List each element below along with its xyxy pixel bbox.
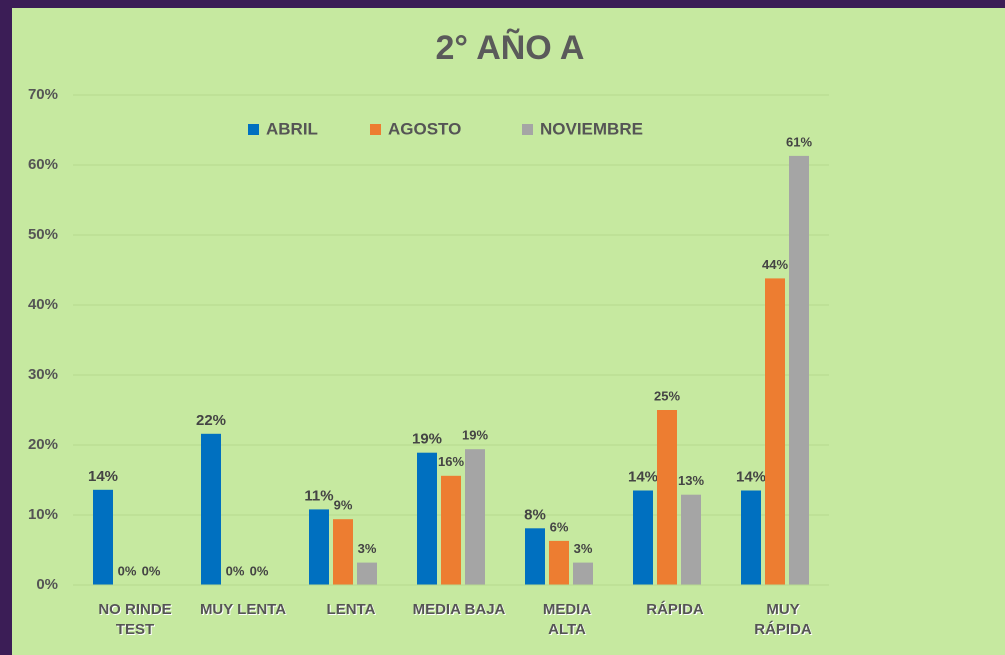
bar [333,519,353,585]
bar [789,155,809,585]
bar [441,475,461,585]
legend-label: AGOSTO [388,119,461,138]
bar [549,540,569,585]
data-label: 16% [438,454,464,469]
data-label: 11% [304,487,333,504]
bar [573,562,593,585]
legend-swatch [522,124,533,135]
bar [741,490,761,585]
bar [357,562,377,585]
data-label: 9% [334,498,353,513]
x-tick-label: LENTA [326,601,376,618]
data-label: 6% [550,519,569,534]
data-label: 3% [358,541,377,556]
bar [309,509,329,585]
data-label: 0% [250,563,269,578]
y-tick-label: 50% [28,226,58,243]
y-tick-label: 60% [28,156,58,173]
data-label: 19% [462,428,488,443]
data-label: 19% [412,431,442,448]
x-tick-label: RÁPIDA [646,601,704,618]
data-label: 8% [524,506,546,523]
y-tick-label: 70% [28,86,58,103]
data-label: 13% [678,473,704,488]
data-label: 0% [226,563,245,578]
bar [93,489,113,585]
y-tick-label: 30% [28,366,58,383]
chart-panel [12,8,1005,655]
y-tick-label: 20% [28,436,58,453]
data-label: 0% [118,563,137,578]
bar [765,278,785,585]
y-tick-label: 0% [36,576,58,593]
data-label: 14% [736,468,766,485]
legend-label: NOVIEMBRE [540,119,643,138]
data-label: 22% [196,412,226,429]
bar [465,449,485,585]
y-tick-label: 10% [28,506,58,523]
x-tick-label: MUY LENTA [199,601,287,618]
data-label: 44% [762,257,788,272]
bar [525,528,545,585]
bar [657,410,677,585]
data-label: 3% [574,541,593,556]
data-label: 25% [654,388,680,403]
x-tick-label: MEDIA BAJA [412,601,506,618]
data-label: 14% [628,468,658,485]
bar [633,490,653,585]
x-tick-label: MEDIA ALTA [542,601,592,638]
data-label: 0% [142,563,161,578]
y-tick-label: 40% [28,296,58,313]
bar [201,433,221,585]
legend-swatch [248,124,259,135]
data-label: 14% [88,468,118,485]
data-label: 61% [786,134,812,149]
legend-swatch [370,124,381,135]
legend-label: ABRIL [266,119,318,138]
x-tick-label: MUY RÁPIDA [754,601,812,638]
bar [681,494,701,585]
chart-title: 2° AÑO A [436,29,585,67]
bar [417,452,437,585]
x-tick-label: NO RINDE TEST [98,601,172,638]
